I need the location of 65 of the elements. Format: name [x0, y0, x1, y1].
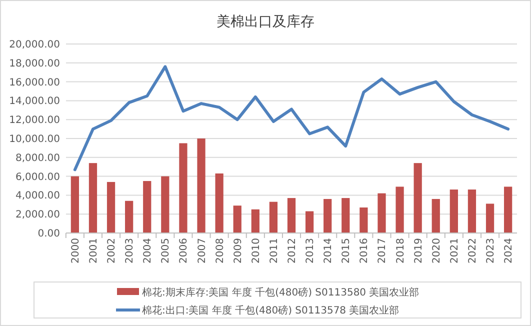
y-tick-label: 14,000.00: [9, 96, 60, 108]
bar: [396, 186, 404, 233]
line-series: [73, 65, 510, 172]
x-tick-label: 2016: [359, 238, 370, 264]
y-tick-label: 18,000.00: [9, 58, 60, 70]
chart-title: 美棉出口及库存: [216, 14, 314, 30]
x-tick-label: 2015: [341, 238, 352, 264]
bar: [287, 198, 296, 233]
y-tick-label: 20,000.00: [9, 40, 60, 50]
x-tick-label: 2009: [232, 238, 244, 264]
y-tick-label: 6,000.00: [15, 172, 60, 183]
x-tick-label: 2007: [196, 238, 208, 264]
x-tick-label: 2014: [323, 238, 334, 264]
bar: [360, 207, 368, 233]
bar: [70, 176, 79, 233]
legend-label: 棉花:期末库存:美国 年度 千包(480磅) S0113580 美国农业部: [142, 286, 420, 298]
bar: [432, 198, 440, 233]
legend-label: 棉花:出口:美国 年度 千包(480磅) S0113578 美国农业部: [142, 304, 400, 316]
bar: [414, 163, 422, 233]
y-tick-label: 8,000.00: [15, 152, 60, 164]
bar: [468, 190, 476, 233]
x-tick-label: 2022: [467, 238, 478, 264]
bar: [378, 193, 386, 233]
bar: [125, 200, 134, 233]
x-tick-label: 2008: [214, 238, 226, 264]
x-tick-label: 2012: [287, 238, 298, 264]
bar: [504, 186, 512, 233]
x-tick-label: 2004: [142, 238, 154, 264]
y-tick-label: 12,000.00: [9, 115, 60, 126]
bar: [342, 198, 350, 233]
x-tick-label: 2024: [504, 238, 515, 264]
y-tick-label: 10,000.00: [9, 134, 60, 145]
y-tick-label: 2,000.00: [15, 210, 60, 221]
bar: [233, 206, 242, 233]
bar: [251, 209, 260, 233]
y-tick-label: 4,000.00: [15, 190, 60, 202]
x-tick-label: 2019: [413, 238, 424, 264]
x-tick-label: 2017: [377, 238, 388, 264]
x-tick-label: 2003: [124, 238, 136, 264]
x-tick-label: 2006: [178, 238, 190, 264]
bar: [324, 198, 332, 233]
bar: [197, 138, 206, 233]
x-tick-label: 2001: [88, 238, 100, 264]
x-tick-label: 2021: [449, 238, 460, 264]
bar: [179, 143, 188, 233]
bar: [215, 173, 224, 233]
bar: [486, 204, 494, 233]
bar: [269, 202, 278, 233]
y-tick-label: 0.00: [38, 228, 60, 240]
x-tick-label: 2010: [250, 238, 262, 264]
bar: [88, 163, 98, 233]
bar: [143, 181, 152, 233]
bar: [305, 211, 314, 233]
y-tick-label: 16,000.00: [9, 77, 60, 88]
bar: [161, 176, 170, 233]
x-tick-label: 2020: [431, 238, 442, 264]
bar: [450, 190, 458, 233]
x-tick-label: 2002: [106, 238, 118, 264]
x-tick-label: 2005: [160, 238, 172, 264]
x-tick-label: 2013: [305, 238, 316, 264]
bar: [106, 182, 116, 233]
x-tick-label: 2011: [268, 238, 280, 264]
x-tick-label: 2018: [395, 238, 406, 264]
x-tick-label: 2000: [70, 238, 82, 264]
x-tick-label: 2023: [486, 238, 497, 264]
